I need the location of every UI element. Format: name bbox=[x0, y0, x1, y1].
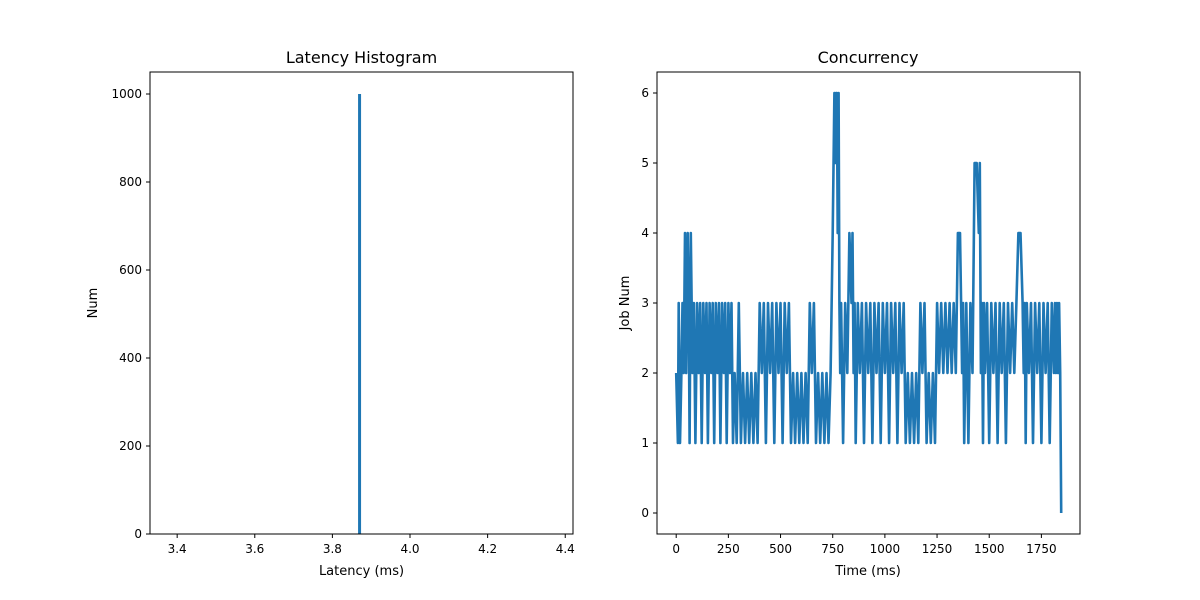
x-tick-label: 500 bbox=[769, 542, 792, 556]
x-tick-label: 1750 bbox=[1026, 542, 1057, 556]
y-axis-ticks: 0 200 400 600 800 1000 bbox=[111, 87, 150, 541]
y-tick-label: 0 bbox=[134, 527, 142, 541]
x-tick-label: 1500 bbox=[974, 542, 1005, 556]
y-tick-label: 400 bbox=[119, 351, 142, 365]
x-tick-label: 750 bbox=[821, 542, 844, 556]
job-num-line bbox=[674, 91, 1063, 514]
chart-title: Concurrency bbox=[818, 48, 919, 67]
x-tick-label: 4.2 bbox=[478, 542, 497, 556]
plot-frame bbox=[149, 71, 574, 535]
x-axis-label: Time (ms) bbox=[834, 564, 901, 579]
y-tick-label: 2 bbox=[641, 366, 649, 380]
x-tick-label: 1250 bbox=[922, 542, 953, 556]
chart-title: Latency Histogram bbox=[286, 48, 437, 67]
x-tick-label: 3.6 bbox=[245, 542, 264, 556]
x-tick-label: 3.8 bbox=[323, 542, 342, 556]
x-axis-ticks: 3.4 3.6 3.8 4.0 4.2 4.4 bbox=[168, 534, 575, 556]
y-tick-label: 4 bbox=[641, 226, 649, 240]
x-axis-label: Latency (ms) bbox=[319, 564, 404, 579]
y-axis-ticks: 0 1 2 3 4 5 6 bbox=[641, 86, 657, 520]
concurrency-series bbox=[674, 91, 1063, 514]
x-tick-label: 1000 bbox=[870, 542, 901, 556]
x-tick-label: 250 bbox=[717, 542, 740, 556]
y-tick-label: 6 bbox=[641, 86, 649, 100]
y-tick-label: 600 bbox=[119, 263, 142, 277]
x-tick-label: 4.4 bbox=[556, 542, 575, 556]
histogram-bar bbox=[358, 94, 362, 534]
y-tick-label: 800 bbox=[119, 175, 142, 189]
x-tick-label: 0 bbox=[672, 542, 680, 556]
y-axis-label: Num bbox=[86, 288, 101, 319]
y-tick-label: 5 bbox=[641, 156, 649, 170]
y-tick-label: 200 bbox=[119, 439, 142, 453]
concurrency-panel: Concurrency 0 250 500 750 1000 1250 1500 1750 0… bbox=[618, 48, 1081, 579]
x-tick-label: 4.0 bbox=[400, 542, 419, 556]
latency-histogram-panel: Latency Histogram 3.4 3.6 3.8 4.0 4.2 4.4 0 20… bbox=[86, 48, 575, 579]
y-tick-label: 0 bbox=[641, 506, 649, 520]
y-axis-label: Job Num bbox=[618, 276, 633, 332]
y-tick-label: 1 bbox=[641, 436, 649, 450]
y-tick-label: 3 bbox=[641, 296, 649, 310]
x-axis-ticks: 0 250 500 750 1000 1250 1500 1750 bbox=[672, 534, 1057, 556]
x-tick-label: 3.4 bbox=[168, 542, 187, 556]
y-tick-label: 1000 bbox=[111, 87, 142, 101]
histogram-bars bbox=[358, 94, 362, 534]
